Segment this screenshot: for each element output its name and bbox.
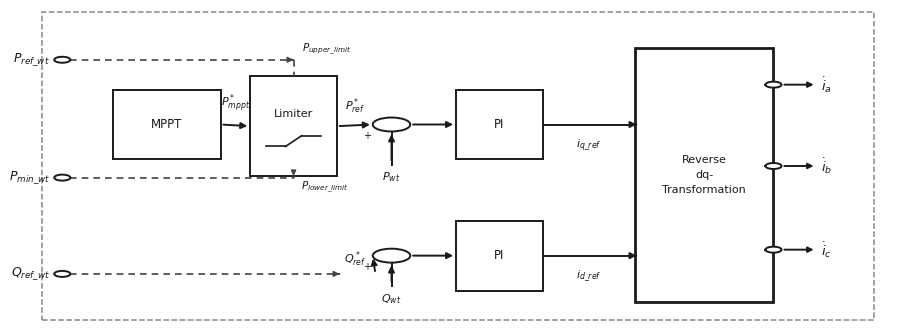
Circle shape bbox=[373, 118, 410, 131]
FancyBboxPatch shape bbox=[634, 48, 774, 302]
Text: -: - bbox=[401, 122, 405, 132]
Text: Reverse
dq-
Transformation: Reverse dq- Transformation bbox=[662, 155, 746, 195]
Text: $Q_{ref\_wt}$: $Q_{ref\_wt}$ bbox=[11, 266, 50, 282]
Circle shape bbox=[766, 163, 782, 169]
Circle shape bbox=[373, 249, 410, 263]
Circle shape bbox=[54, 271, 71, 277]
Text: $P_{wt}$: $P_{wt}$ bbox=[382, 171, 401, 185]
Circle shape bbox=[766, 247, 782, 253]
Text: Limiter: Limiter bbox=[274, 109, 313, 119]
FancyBboxPatch shape bbox=[456, 90, 543, 159]
Text: +: + bbox=[363, 131, 371, 141]
Text: MPPT: MPPT bbox=[151, 118, 183, 131]
Circle shape bbox=[54, 175, 71, 181]
Text: $P_{upper\_limit}$: $P_{upper\_limit}$ bbox=[302, 42, 352, 57]
Text: $P^*_{mppt}$: $P^*_{mppt}$ bbox=[221, 92, 250, 115]
Circle shape bbox=[766, 82, 782, 88]
Text: $\dot{i}_a$: $\dot{i}_a$ bbox=[821, 75, 832, 95]
Text: PI: PI bbox=[494, 118, 504, 131]
Text: $P_{min\_wt}$: $P_{min\_wt}$ bbox=[8, 169, 50, 186]
Text: $Q_{wt}$: $Q_{wt}$ bbox=[381, 292, 402, 306]
FancyBboxPatch shape bbox=[250, 76, 337, 176]
Text: $Q^*_{ref}$: $Q^*_{ref}$ bbox=[344, 249, 367, 269]
Text: $P_{ref\_wt}$: $P_{ref\_wt}$ bbox=[13, 51, 50, 68]
Text: $\dot{i}_c$: $\dot{i}_c$ bbox=[821, 240, 832, 260]
Text: $P_{lower\_limit}$: $P_{lower\_limit}$ bbox=[300, 180, 348, 196]
Text: $i_{q\_ref}$: $i_{q\_ref}$ bbox=[576, 138, 602, 153]
Circle shape bbox=[54, 57, 71, 63]
Text: -: - bbox=[401, 253, 405, 263]
Text: PI: PI bbox=[494, 249, 504, 262]
FancyBboxPatch shape bbox=[113, 90, 221, 159]
FancyBboxPatch shape bbox=[456, 221, 543, 290]
Text: +: + bbox=[363, 262, 371, 272]
Text: $i_{d\_ref}$: $i_{d\_ref}$ bbox=[576, 269, 602, 285]
Text: $P^*_{ref}$: $P^*_{ref}$ bbox=[345, 97, 365, 116]
Text: $\dot{i}_b$: $\dot{i}_b$ bbox=[821, 156, 833, 176]
